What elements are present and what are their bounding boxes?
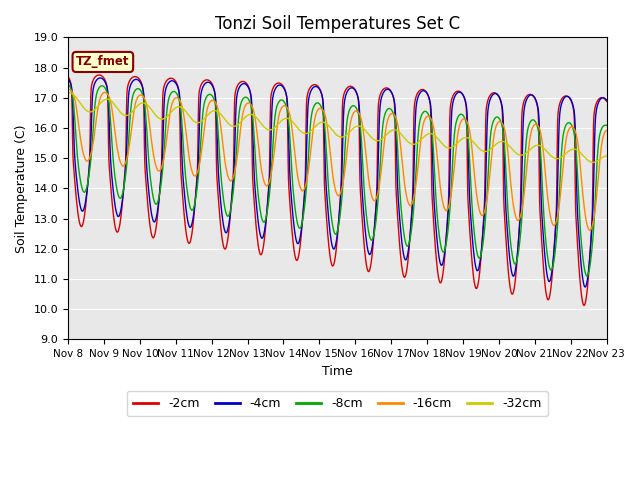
- -8cm: [171, 89, 179, 95]
- -8cm: [492, 115, 499, 121]
- -32cm: [589, 159, 596, 165]
- Legend: -2cm, -4cm, -8cm, -16cm, -32cm: -2cm, -4cm, -8cm, -16cm, -32cm: [127, 391, 548, 417]
- Line: -16cm: -16cm: [68, 89, 607, 230]
- Line: -4cm: -4cm: [68, 78, 607, 287]
- -4cm: [582, 284, 589, 290]
- -2cm: [244, 84, 252, 89]
- -4cm: [492, 91, 499, 96]
- Line: -32cm: -32cm: [68, 93, 607, 162]
- -2cm: [172, 78, 179, 84]
- -32cm: [421, 133, 429, 139]
- -4cm: [603, 97, 611, 103]
- -16cm: [64, 86, 72, 92]
- -16cm: [244, 100, 252, 106]
- -8cm: [184, 192, 191, 198]
- -4cm: [184, 220, 192, 226]
- -32cm: [244, 112, 252, 118]
- -8cm: [603, 122, 611, 128]
- -4cm: [172, 79, 179, 85]
- Title: Tonzi Soil Temperatures Set C: Tonzi Soil Temperatures Set C: [215, 15, 460, 33]
- -32cm: [184, 111, 191, 117]
- -2cm: [64, 74, 72, 80]
- -16cm: [539, 142, 547, 148]
- Text: TZ_fmet: TZ_fmet: [76, 56, 130, 69]
- -4cm: [97, 75, 104, 81]
- -2cm: [580, 302, 588, 308]
- -32cm: [171, 106, 179, 111]
- -16cm: [421, 117, 429, 122]
- -2cm: [95, 72, 103, 78]
- -2cm: [603, 98, 611, 104]
- -8cm: [64, 82, 72, 87]
- -8cm: [583, 273, 591, 279]
- X-axis label: Time: Time: [322, 365, 353, 378]
- Line: -2cm: -2cm: [68, 75, 607, 305]
- -2cm: [421, 88, 429, 94]
- -8cm: [244, 96, 252, 102]
- Y-axis label: Soil Temperature (C): Soil Temperature (C): [15, 124, 28, 252]
- -8cm: [421, 108, 429, 114]
- -16cm: [492, 127, 499, 132]
- -32cm: [539, 144, 547, 150]
- -16cm: [603, 128, 611, 133]
- -32cm: [492, 142, 499, 148]
- -16cm: [171, 96, 179, 101]
- -4cm: [64, 76, 72, 82]
- -16cm: [184, 145, 191, 151]
- -32cm: [603, 153, 611, 159]
- -2cm: [492, 90, 499, 96]
- -4cm: [244, 84, 252, 90]
- -4cm: [539, 229, 547, 235]
- -4cm: [421, 88, 429, 94]
- -2cm: [539, 258, 547, 264]
- Line: -8cm: -8cm: [68, 84, 607, 276]
- -16cm: [586, 228, 594, 233]
- -8cm: [539, 190, 547, 195]
- -2cm: [184, 240, 192, 245]
- -32cm: [64, 90, 72, 96]
